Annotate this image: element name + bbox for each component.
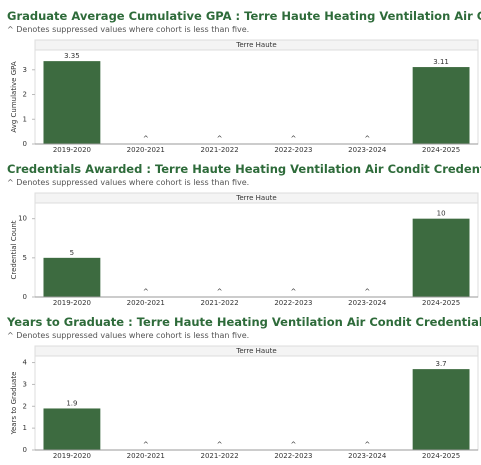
- bar: [43, 408, 101, 450]
- y-tick-label: 2: [23, 402, 27, 410]
- value-label: 10: [437, 210, 446, 218]
- x-tick-label: 2023-2024: [348, 452, 387, 460]
- panel-label: Terre Haute: [235, 347, 276, 355]
- x-tick-label: 2020-2021: [127, 452, 165, 460]
- panel-header: [34, 39, 479, 51]
- x-tick-label: 2022-2023: [274, 299, 312, 307]
- x-tick-label: 2021-2022: [201, 452, 239, 460]
- x-tick-label: 2024-2025: [422, 299, 460, 307]
- panel-header: [34, 345, 479, 357]
- x-tick-label: 2019-2020: [53, 299, 91, 307]
- panel-border: [34, 39, 479, 145]
- x-tick-label: 2019-2020: [53, 146, 91, 154]
- value-label: ^: [217, 135, 223, 143]
- value-label: ^: [364, 135, 370, 143]
- value-label: ^: [217, 441, 223, 449]
- value-label: ^: [217, 288, 223, 296]
- chart-title: Graduate Average Cumulative GPA : Terre …: [7, 9, 481, 23]
- x-tick-label: 2019-2020: [53, 452, 91, 460]
- panel-border: [34, 192, 479, 298]
- x-tick-label: 2023-2024: [348, 299, 387, 307]
- chart-title: Credentials Awarded : Terre Haute Heatin…: [7, 162, 481, 176]
- x-tick-label: 2024-2025: [422, 452, 460, 460]
- value-label: 3.7: [436, 360, 447, 368]
- value-label: 1.9: [66, 399, 77, 407]
- panel-label: Terre Haute: [235, 194, 276, 202]
- y-tick-label: 3: [23, 66, 27, 74]
- y-axis-label: Years to Graduate: [10, 372, 18, 436]
- y-tick-label: 1: [23, 115, 27, 123]
- x-tick-label: 2023-2024: [348, 146, 387, 154]
- x-tick-label: 2021-2022: [201, 299, 239, 307]
- x-tick-label: 2020-2021: [127, 299, 165, 307]
- x-tick-label: 2024-2025: [422, 146, 460, 154]
- value-label: ^: [143, 288, 149, 296]
- value-label: ^: [364, 441, 370, 449]
- y-tick-label: 4: [23, 359, 28, 367]
- y-tick-label: 0: [23, 293, 27, 301]
- y-tick-label: 0: [23, 446, 27, 454]
- value-label: ^: [290, 441, 296, 449]
- bar: [43, 61, 101, 145]
- value-label: 3.35: [64, 52, 80, 60]
- y-tick-label: 2: [23, 91, 27, 99]
- value-label: ^: [290, 135, 296, 143]
- value-label: ^: [364, 288, 370, 296]
- x-tick-label: 2022-2023: [274, 146, 312, 154]
- panel-header: [34, 192, 479, 204]
- bar: [412, 218, 470, 297]
- chart-subtitle: ^ Denotes suppressed values where cohort…: [7, 178, 249, 187]
- panel-label: Terre Haute: [235, 41, 276, 49]
- chart-subtitle: ^ Denotes suppressed values where cohort…: [7, 25, 249, 34]
- x-tick-label: 2022-2023: [274, 452, 312, 460]
- y-axis-label: Avg Cumulative GPA: [10, 61, 18, 133]
- bar: [412, 67, 470, 144]
- value-label: ^: [143, 135, 149, 143]
- chart-subtitle: ^ Denotes suppressed values where cohort…: [7, 331, 249, 340]
- y-axis-label: Credential Count: [10, 220, 18, 279]
- y-tick-label: 10: [18, 215, 27, 223]
- value-label: 5: [70, 249, 74, 257]
- y-tick-label: 1: [23, 424, 27, 432]
- bar: [412, 369, 470, 450]
- x-tick-label: 2021-2022: [201, 146, 239, 154]
- y-tick-label: 5: [23, 254, 27, 262]
- value-label: ^: [143, 441, 149, 449]
- y-tick-label: 0: [23, 140, 27, 148]
- bar: [43, 257, 101, 297]
- y-tick-label: 3: [23, 380, 27, 388]
- panel-border: [34, 345, 479, 451]
- chart-title: Years to Graduate : Terre Haute Heating …: [6, 315, 481, 329]
- value-label: ^: [290, 288, 296, 296]
- x-tick-label: 2020-2021: [127, 146, 165, 154]
- value-label: 3.11: [433, 58, 449, 66]
